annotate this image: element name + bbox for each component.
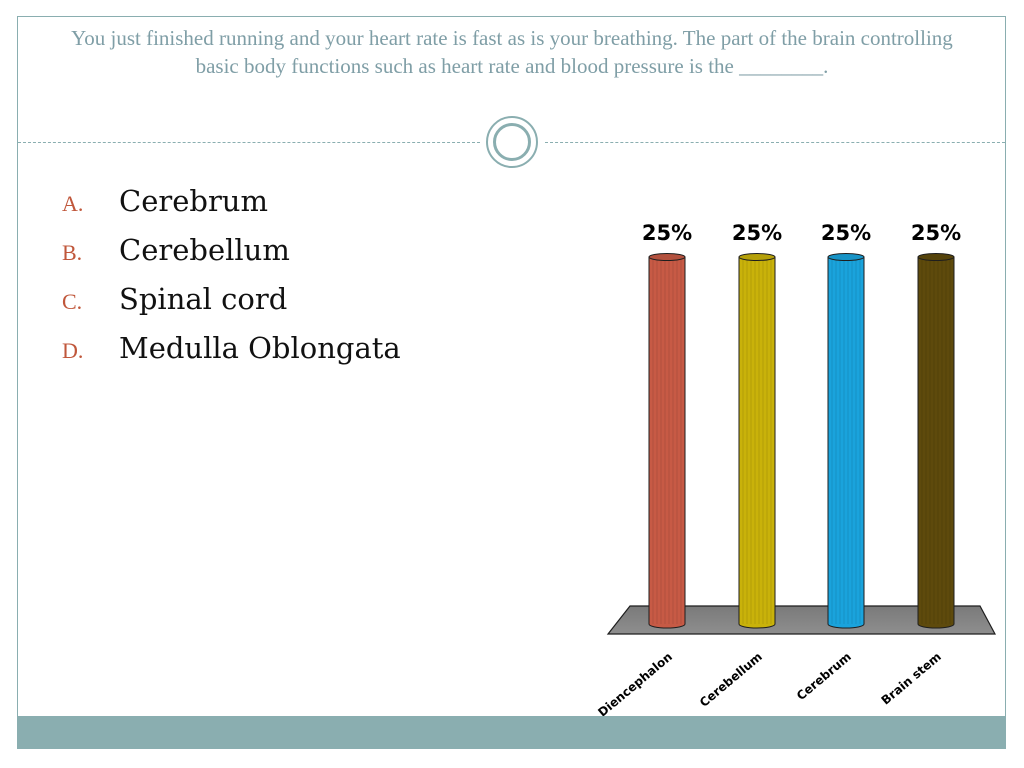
bar-body <box>917 256 955 629</box>
chart-value-labels: 25% 25% 25% 25% <box>642 221 961 245</box>
answer-option-d[interactable]: D. Medulla Oblongata <box>62 331 401 380</box>
chart-category-labels: Diencephalon Cerebellum Cerebrum Brain stem <box>595 650 944 720</box>
response-bar-chart: 25% 25% 25% 25% Diencephalon Cerebellum Cereb… <box>595 221 997 720</box>
slide-frame <box>17 16 1006 749</box>
divider-ring-inner <box>493 123 531 161</box>
bar-body <box>738 256 776 629</box>
divider-ring-ornament <box>486 116 538 168</box>
answer-text: Cerebrum <box>119 184 268 218</box>
bar-cap <box>917 253 955 261</box>
bar-cap <box>827 253 865 261</box>
bar-body <box>827 256 865 629</box>
answer-text: Medulla Oblongata <box>119 331 401 365</box>
bar-3 <box>827 253 865 629</box>
bar-cap <box>648 253 686 261</box>
bar-1 <box>648 253 686 629</box>
category-label: Diencephalon <box>595 650 675 720</box>
title-divider-right <box>545 142 1005 143</box>
category-label: Brain stem <box>879 650 944 708</box>
answer-text: Spinal cord <box>119 282 288 316</box>
answer-letter: D. <box>62 338 84 363</box>
bar-cap <box>738 253 776 261</box>
title-divider-left <box>18 142 480 143</box>
bar-4 <box>917 253 955 629</box>
answer-option-a[interactable]: A. Cerebrum <box>62 184 401 233</box>
bar-2 <box>738 253 776 629</box>
answer-letter: C. <box>62 289 83 314</box>
answer-letter: B. <box>62 240 83 265</box>
answer-option-b[interactable]: B. Cerebellum <box>62 233 401 282</box>
category-label: Cerebrum <box>794 650 854 704</box>
category-label: Cerebellum <box>697 650 765 710</box>
question-text: You just finished running and your heart… <box>71 26 953 78</box>
answer-list: A. Cerebrum B. Cerebellum C. Spinal cord… <box>62 184 401 380</box>
bar-value-label: 25% <box>732 221 782 245</box>
answer-letter: A. <box>62 191 84 216</box>
footer-band <box>18 716 1005 748</box>
bar-value-label: 25% <box>821 221 871 245</box>
chart-bars <box>648 253 955 629</box>
bar-body <box>648 256 686 629</box>
bar-value-label: 25% <box>911 221 961 245</box>
answer-text: Cerebellum <box>119 233 290 267</box>
answer-option-c[interactable]: C. Spinal cord <box>62 282 401 331</box>
bar-value-label: 25% <box>642 221 692 245</box>
